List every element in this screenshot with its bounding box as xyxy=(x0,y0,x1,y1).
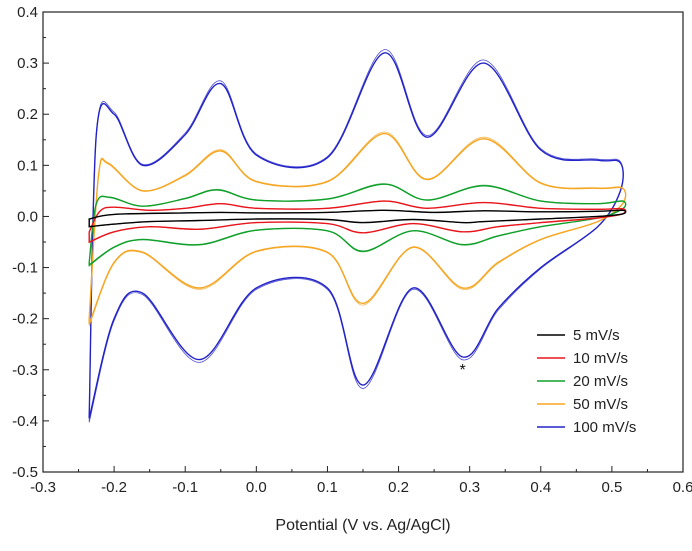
x-tick-label: 0.5 xyxy=(601,479,622,496)
legend-label-5-mv-s: 5 mV/s xyxy=(573,327,620,344)
y-tick-label: -0.2 xyxy=(12,311,38,328)
legend-label-20-mv-s: 20 mV/s xyxy=(573,373,628,390)
x-tick-label: -0.1 xyxy=(172,479,198,496)
y-tick-label: -0.4 xyxy=(12,413,38,430)
y-tick-label: -0.1 xyxy=(12,260,38,277)
series-line-20-mv-s xyxy=(88,183,627,267)
axis-ticks: -0.3 -0.2 -0.1 0.0 0.1 0.2 0.3 0.4 0.5 0.6 0.4 0.3 0… xyxy=(12,4,692,496)
x-tick-label: 0.0 xyxy=(246,479,267,496)
y-tick-label: 0.2 xyxy=(17,106,38,123)
x-tick-label: -0.3 xyxy=(30,479,56,496)
y-tick-label: 0.0 xyxy=(17,208,38,225)
y-tick-label: 0.4 xyxy=(17,4,38,21)
y-tick-label: 0.1 xyxy=(17,157,38,174)
series-line-20-mv-s xyxy=(88,183,627,267)
x-tick-label: 0.2 xyxy=(388,479,409,496)
x-axis-title: Potential (V vs. Ag/AgCl) xyxy=(275,517,450,534)
legend-label-50-mv-s: 50 mV/s xyxy=(573,396,628,413)
series-line-50-mv-s xyxy=(88,132,627,325)
legend-label-100-mv-s: 100 mV/s xyxy=(573,419,636,436)
y-tick-label: 0.3 xyxy=(17,55,38,72)
series-line-10-mv-s xyxy=(88,200,627,244)
x-tick-label: -0.2 xyxy=(101,479,127,496)
series-line-5-mv-s xyxy=(88,209,627,228)
peak-annotation: * xyxy=(459,362,465,379)
curves-layer xyxy=(88,49,627,423)
series-line-100-mv-s xyxy=(88,52,624,419)
y-tick-label: -0.3 xyxy=(12,362,38,379)
x-tick-label: 0.6 xyxy=(673,479,692,496)
x-tick-label: 0.3 xyxy=(459,479,480,496)
legend: 5 mV/s 10 mV/s 20 mV/s 50 mV/s 100 mV/s xyxy=(537,327,636,436)
x-tick-label: 0.4 xyxy=(530,479,551,496)
series-line-50-mv-s xyxy=(88,131,627,327)
x-tick-label: 0.1 xyxy=(317,479,338,496)
series-line-100-mv-s xyxy=(88,49,624,423)
y-tick-label: -0.5 xyxy=(12,464,38,481)
legend-label-10-mv-s: 10 mV/s xyxy=(573,350,628,367)
